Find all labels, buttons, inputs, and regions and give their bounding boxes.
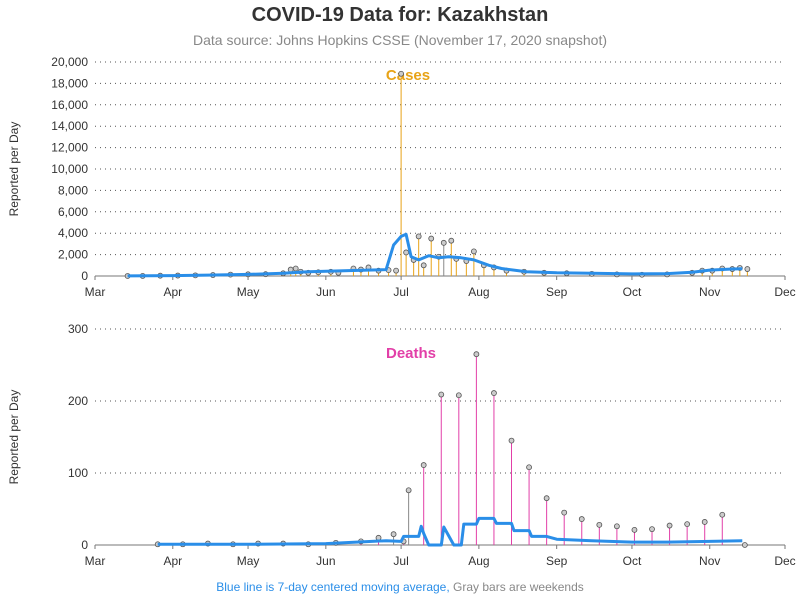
panel-title: Cases (386, 67, 430, 84)
y-tick-label: 6,000 (58, 205, 88, 219)
x-tick-label: Jun (316, 285, 335, 299)
data-point (415, 233, 422, 240)
y-tick-label: 300 (68, 322, 88, 336)
x-tick-label: Aug (468, 285, 489, 299)
x-tick-label: Jun (316, 554, 335, 568)
x-tick-label: Sep (546, 285, 568, 299)
y-tick-label: 2,000 (58, 248, 88, 262)
data-point (292, 265, 299, 272)
data-point (491, 390, 497, 396)
data-point (561, 509, 568, 516)
x-tick-label: Dec (774, 285, 795, 299)
x-tick-label: Sep (546, 554, 568, 568)
data-point (420, 262, 427, 269)
x-tick-label: Apr (163, 554, 182, 568)
x-tick-label: Jul (393, 554, 408, 568)
y-tick-label: 14,000 (51, 119, 88, 133)
data-point (649, 526, 655, 533)
data-point (701, 519, 708, 525)
y-tick-label: 0 (81, 538, 88, 552)
x-tick-label: Apr (163, 285, 182, 299)
x-tick-label: Oct (623, 285, 642, 299)
data-point (526, 464, 532, 471)
y-tick-label: 10,000 (51, 162, 88, 176)
x-tick-label: Jul (393, 285, 408, 299)
y-tick-label: 16,000 (51, 98, 88, 112)
moving-average-line (127, 232, 743, 278)
data-point (438, 391, 445, 398)
y-tick-label: 4,000 (58, 226, 88, 240)
footnote: Blue line is 7-day centered moving avera… (0, 580, 800, 594)
data-point (508, 437, 515, 444)
data-point (631, 526, 638, 533)
y-tick-label: 12,000 (51, 141, 88, 155)
x-tick-label: Oct (623, 554, 642, 568)
y-axis-label: Reported per Day (7, 122, 21, 217)
y-tick-label: 200 (68, 394, 88, 408)
data-point (428, 235, 435, 242)
x-tick-label: May (237, 554, 260, 568)
x-tick-label: May (237, 285, 260, 299)
y-tick-label: 0 (81, 269, 88, 283)
footnote-moving-average: Blue line is 7-day centered moving avera… (216, 580, 450, 594)
data-point (666, 522, 673, 529)
footnote-weekends: Gray bars are weekends (453, 580, 584, 594)
data-point (393, 267, 399, 274)
data-point (578, 516, 585, 522)
data-point (448, 237, 455, 244)
x-tick-label: Dec (774, 554, 795, 568)
data-point (684, 521, 691, 528)
chart-subtitle: Data source: Johns Hopkins CSSE (Novembe… (193, 32, 607, 48)
x-tick-label: Mar (85, 554, 106, 568)
data-point (455, 392, 462, 399)
y-tick-label: 100 (68, 466, 88, 480)
x-tick-label: Nov (699, 554, 720, 568)
x-tick-label: Aug (468, 554, 489, 568)
x-tick-label: Nov (699, 285, 720, 299)
data-point (473, 351, 480, 358)
data-point (613, 523, 620, 530)
data-point (719, 511, 726, 518)
y-tick-label: 18,000 (51, 76, 88, 90)
data-point (596, 521, 603, 528)
data-point (420, 462, 427, 468)
panel-title: Deaths (386, 345, 436, 362)
data-point (440, 239, 447, 246)
data-point (470, 248, 477, 255)
data-point (390, 531, 397, 538)
data-point (403, 249, 410, 256)
data-point (398, 70, 405, 77)
y-tick-label: 20,000 (51, 55, 88, 69)
data-point (543, 495, 550, 502)
data-point (744, 266, 751, 272)
y-tick-label: 8,000 (58, 183, 88, 197)
data-point (405, 487, 412, 494)
data-point (741, 542, 748, 548)
x-tick-label: Mar (85, 285, 106, 299)
chart-title: COVID-19 Data for: Kazakhstan (251, 4, 549, 26)
y-axis-label: Reported per Day (7, 390, 21, 485)
moving-average-line (157, 516, 743, 547)
